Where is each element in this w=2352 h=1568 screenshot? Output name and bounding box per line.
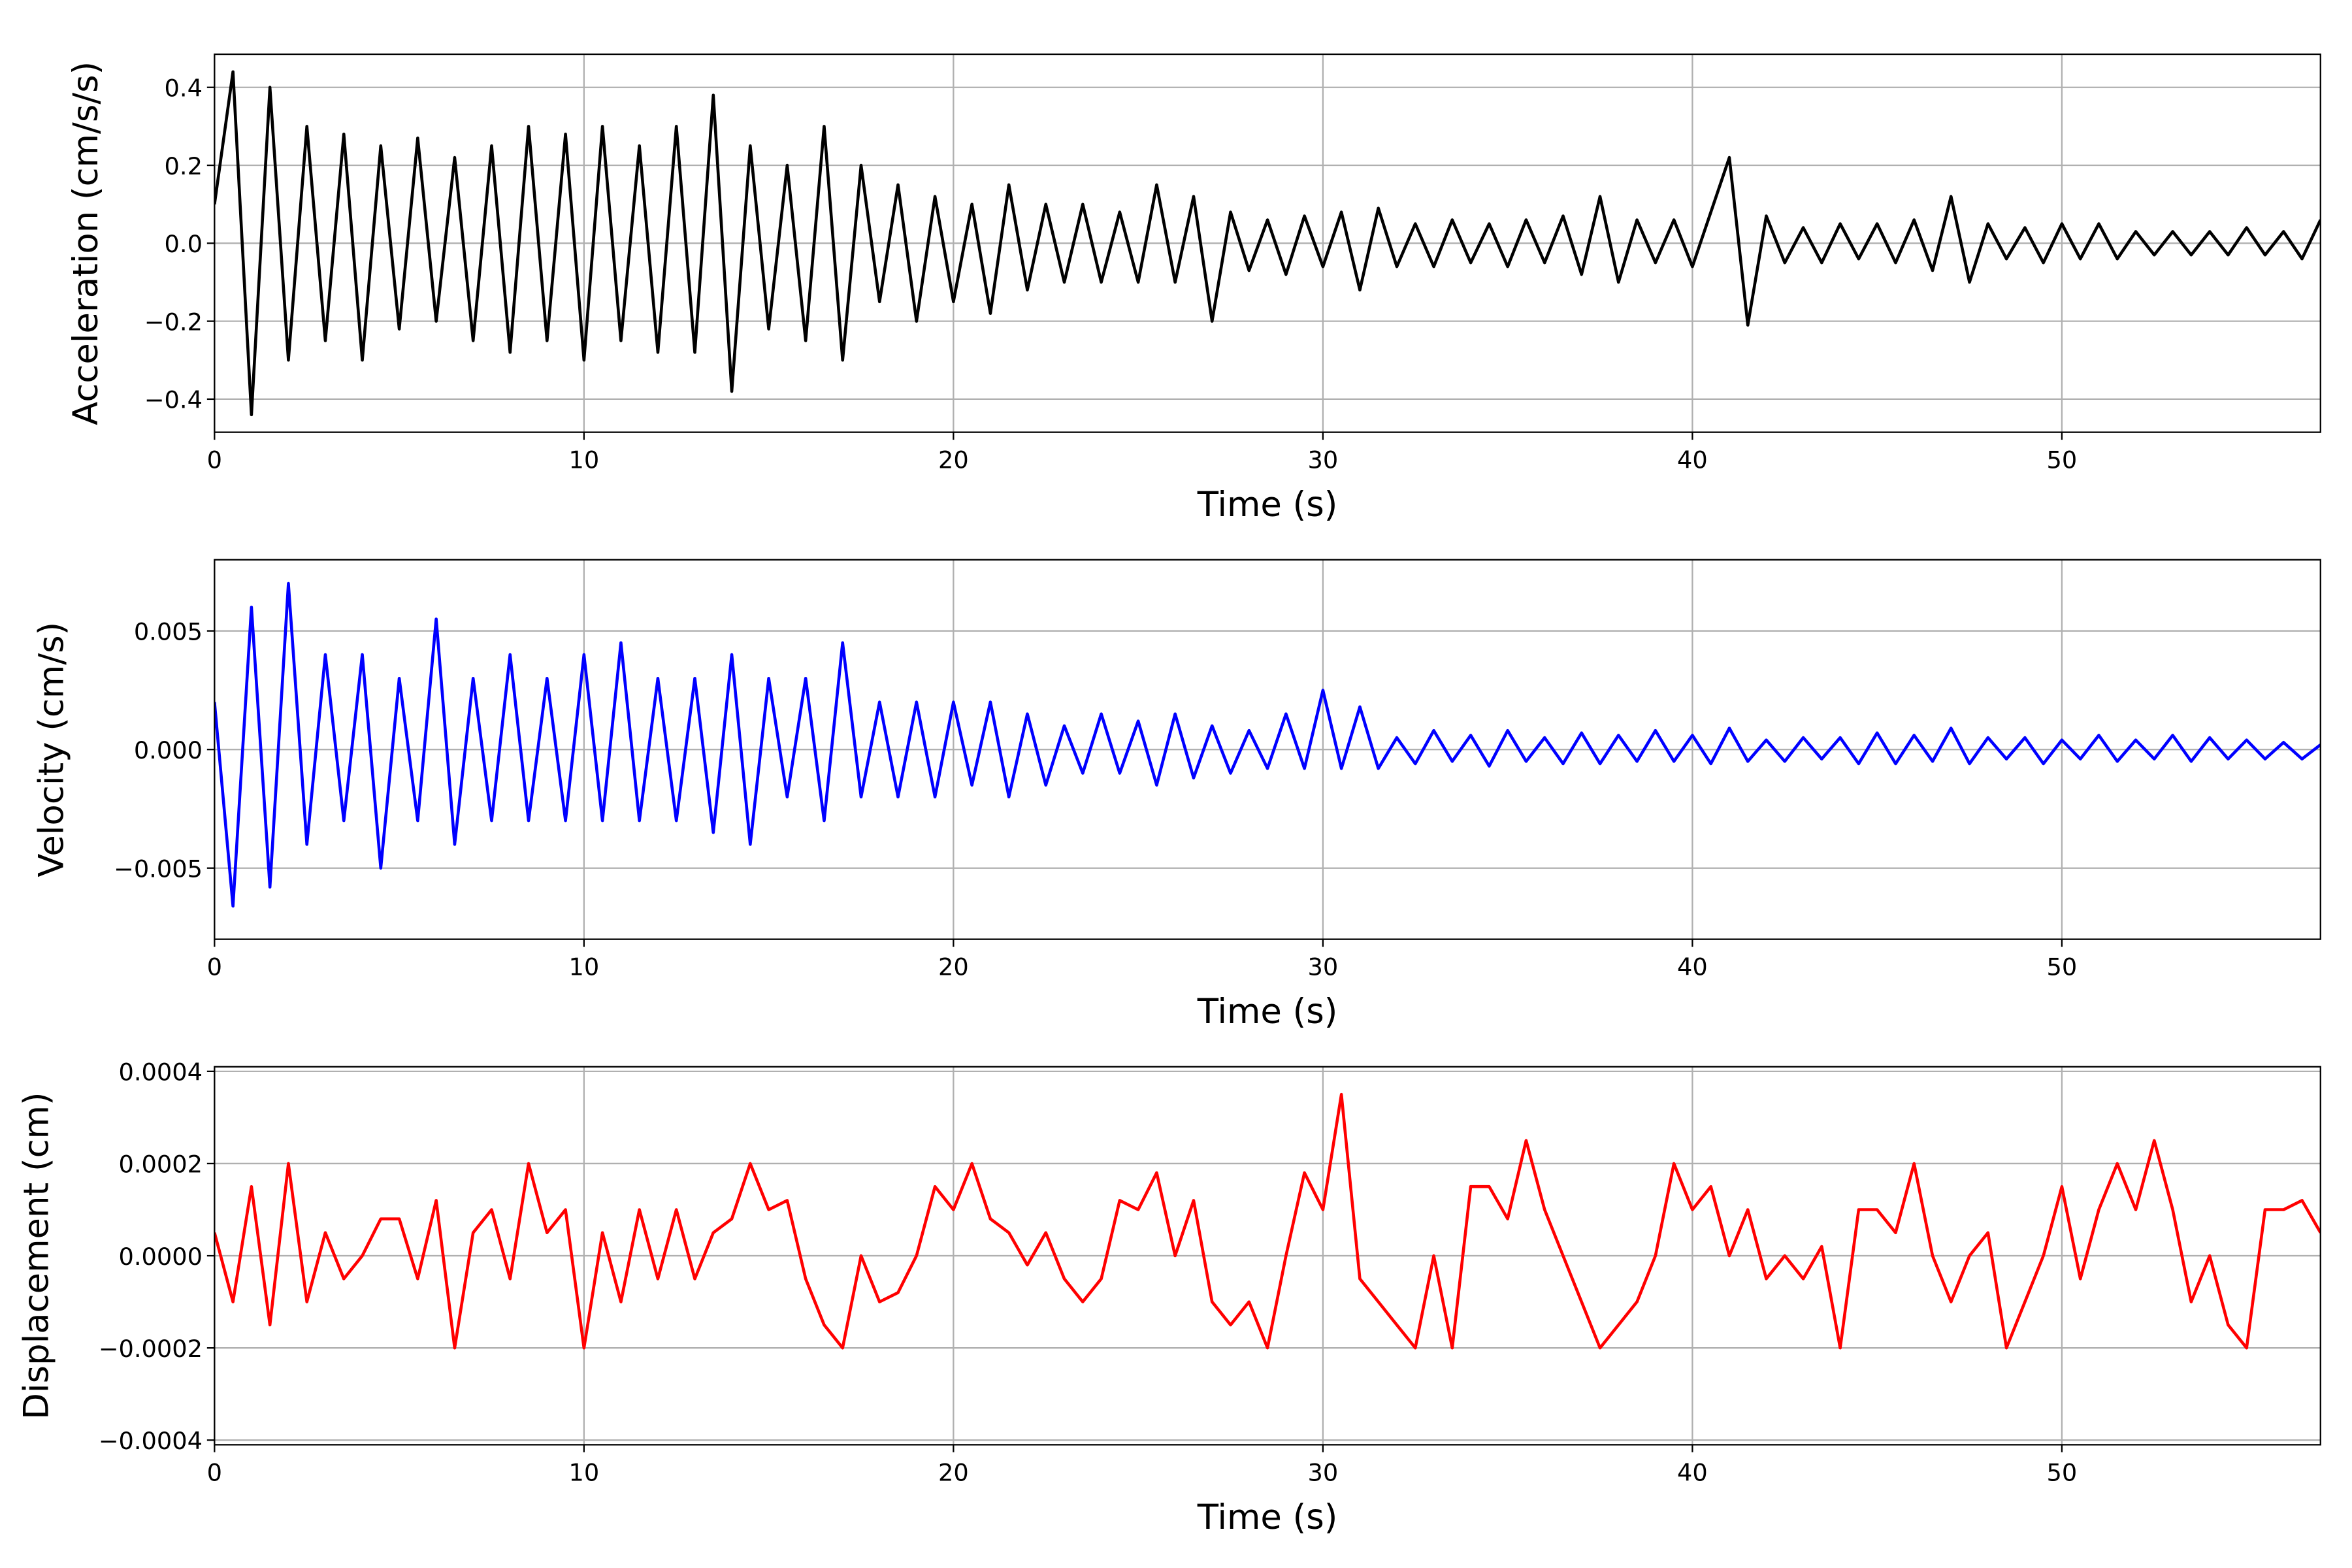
y-tick-label: −0.0002 — [99, 1335, 203, 1363]
x-tick-label: 20 — [938, 1458, 969, 1486]
x-tick-label: 20 — [938, 953, 969, 981]
x-tick-label: 0 — [207, 953, 222, 981]
data-line — [214, 1092, 2321, 1350]
axes: 0 10 20 30 40 50 −0.4 −0.2 0.0 0.2 0.4 Time (s) Acce… — [66, 53, 2321, 525]
y-tick-label: −0.0004 — [99, 1427, 203, 1455]
axes-frame — [214, 1066, 2321, 1446]
axes-frame — [214, 53, 2321, 433]
x-tick-label: 10 — [568, 446, 599, 474]
y-tick-label: 0.4 — [165, 74, 203, 103]
y-tick-label: −0.4 — [144, 386, 203, 414]
x-tick-label: 30 — [1308, 1458, 1339, 1486]
y-axis-label: Velocity (cm/s) — [31, 622, 71, 877]
data-line — [214, 70, 2321, 417]
x-tick-label: 10 — [568, 953, 599, 981]
y-tick-label: 0.005 — [134, 617, 203, 645]
x-axis-label: Time (s) — [1197, 992, 1338, 1032]
x-tick-label: 0 — [207, 1458, 222, 1486]
y-tick-label: 0.0004 — [118, 1058, 202, 1086]
x-tick-label: 0 — [207, 446, 222, 474]
x-tick-label: 40 — [1677, 1458, 1708, 1486]
y-tick-label: 0.0002 — [118, 1151, 202, 1179]
y-tick-label: 0.0 — [165, 230, 203, 258]
y-axis-label: Acceleration (cm/s/s) — [66, 61, 106, 425]
data-line — [214, 581, 2321, 908]
x-tick-label: 50 — [2047, 1458, 2078, 1486]
axes: 0 10 20 30 40 50 −0.005 0.000 0.005 Time (s) Veloc… — [31, 559, 2321, 1032]
x-axis-label: Time (s) — [1197, 485, 1338, 525]
y-tick-label: 0.000 — [134, 736, 203, 764]
axes: 0 10 20 30 40 50 −0.0004 −0.0002 0.0000 0.0002 0.0… — [16, 1058, 2321, 1537]
axes-frame — [214, 559, 2321, 940]
x-tick-label: 50 — [2047, 953, 2078, 981]
y-axis-label: Displacement (cm) — [16, 1092, 56, 1419]
y-tick-label: −0.005 — [114, 855, 203, 883]
x-tick-label: 20 — [938, 446, 969, 474]
y-tick-label: −0.2 — [144, 308, 203, 336]
y-tick-label: 0.2 — [165, 152, 203, 180]
y-tick-label: 0.0000 — [118, 1243, 202, 1271]
x-tick-label: 40 — [1677, 446, 1708, 474]
x-axis-label: Time (s) — [1197, 1497, 1338, 1537]
x-tick-label: 40 — [1677, 953, 1708, 981]
x-tick-label: 30 — [1308, 446, 1339, 474]
x-tick-label: 10 — [568, 1458, 599, 1486]
x-tick-label: 30 — [1308, 953, 1339, 981]
x-tick-label: 50 — [2047, 446, 2078, 474]
